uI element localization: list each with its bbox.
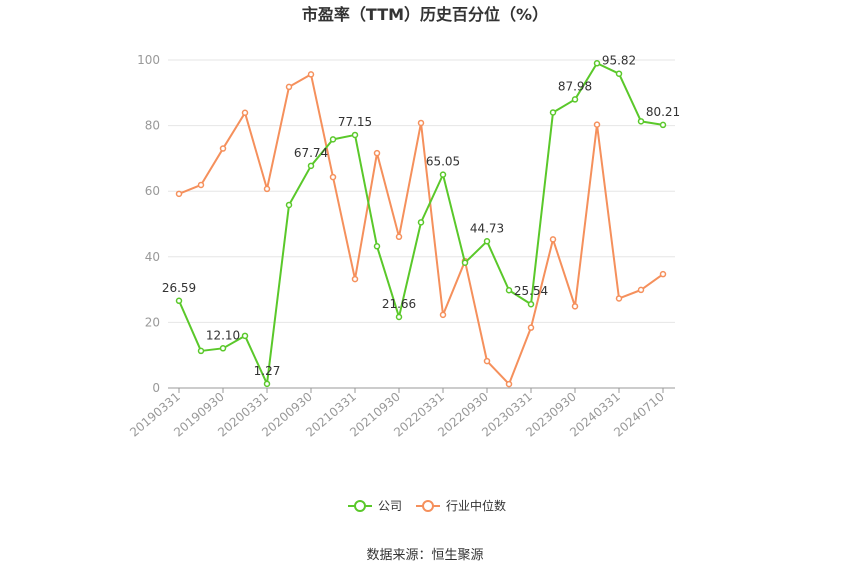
data-label: 44.73 bbox=[470, 221, 504, 235]
y-tick-label: 60 bbox=[145, 184, 160, 198]
data-label: 87.98 bbox=[558, 79, 592, 93]
data-point-industry-median bbox=[615, 295, 623, 302]
y-tick-label: 0 bbox=[152, 381, 160, 395]
legend-label-company: 公司 bbox=[378, 499, 402, 513]
data-label: 21.66 bbox=[382, 297, 416, 311]
data-point-company bbox=[263, 380, 271, 388]
data-point-industry-median bbox=[219, 145, 227, 152]
data-point-industry-median bbox=[659, 270, 667, 278]
data-point-industry-median bbox=[637, 286, 645, 294]
y-tick-label: 100 bbox=[137, 53, 160, 67]
chart-title: 市盈率（TTM）历史百分位（%） bbox=[302, 5, 548, 24]
data-point-industry-median bbox=[593, 121, 601, 128]
data-label: 80.21 bbox=[646, 105, 680, 119]
data-point-company bbox=[197, 347, 205, 355]
data-point-industry-median bbox=[549, 236, 557, 243]
series-lines bbox=[175, 60, 667, 388]
data-point-company bbox=[659, 121, 667, 129]
data-point-industry-median bbox=[197, 181, 205, 189]
data-point-company bbox=[417, 219, 425, 226]
data-label: 67.74 bbox=[294, 146, 328, 160]
data-point-company bbox=[483, 238, 491, 245]
data-point-company bbox=[593, 60, 601, 67]
y-tick-label: 20 bbox=[145, 315, 160, 329]
data-point-company bbox=[395, 313, 403, 321]
data-point-industry-median bbox=[241, 109, 249, 117]
data-label: 77.15 bbox=[338, 115, 372, 129]
data-point-company bbox=[351, 131, 359, 139]
data-point-industry-median bbox=[263, 185, 271, 193]
data-point-company bbox=[241, 332, 249, 340]
data-point-company bbox=[307, 162, 315, 170]
data-point-company bbox=[637, 118, 645, 125]
data-point-industry-median bbox=[571, 303, 579, 310]
data-label: 26.59 bbox=[162, 281, 196, 295]
data-point-company bbox=[439, 171, 447, 178]
data-point-industry-median bbox=[175, 190, 183, 198]
data-label: 1.27 bbox=[254, 364, 281, 378]
data-label: 25.54 bbox=[514, 284, 548, 298]
data-point-industry-median bbox=[329, 173, 337, 181]
source-note: 数据来源：恒生聚源 bbox=[366, 548, 483, 563]
data-point-industry-median bbox=[307, 71, 315, 78]
data-point-industry-median bbox=[417, 119, 425, 127]
legend: 公司 行业中位数 bbox=[348, 498, 506, 513]
data-point-industry-median bbox=[351, 275, 359, 283]
data-point-company bbox=[175, 297, 183, 305]
data-point-industry-median bbox=[505, 380, 513, 388]
data-point-company bbox=[615, 70, 623, 77]
data-label: 95.82 bbox=[602, 54, 636, 68]
data-point-industry-median bbox=[439, 311, 447, 319]
data-point-company bbox=[373, 243, 381, 250]
data-point-company bbox=[285, 201, 293, 209]
data-point-company bbox=[571, 96, 579, 103]
y-tick-label: 80 bbox=[145, 119, 160, 133]
data-point-company bbox=[549, 109, 557, 116]
data-point-industry-median bbox=[483, 357, 491, 365]
data-point-company bbox=[461, 259, 469, 266]
data-point-industry-median bbox=[527, 324, 535, 331]
legend-label-industry-median: 行业中位数 bbox=[446, 498, 506, 513]
axes: 0204060801002019033120190930202003312020… bbox=[127, 53, 675, 440]
data-point-company bbox=[329, 136, 337, 143]
data-point-industry-median bbox=[373, 149, 381, 157]
data-point-company bbox=[505, 287, 513, 294]
data-point-company bbox=[527, 300, 535, 308]
data-labels: 26.59 12.10 1.27 67.74 77.15 21.66 65.05 44.73 2… bbox=[162, 54, 680, 378]
legend-marker-industry-median bbox=[422, 500, 434, 512]
data-point-company bbox=[219, 345, 227, 352]
legend-marker-company bbox=[354, 500, 366, 512]
y-tick-label: 40 bbox=[145, 250, 160, 264]
data-point-industry-median bbox=[395, 233, 403, 241]
data-label: 65.05 bbox=[426, 155, 460, 169]
data-label: 12.10 bbox=[206, 328, 240, 342]
data-point-industry-median bbox=[285, 83, 293, 91]
grid-lines bbox=[168, 59, 675, 323]
